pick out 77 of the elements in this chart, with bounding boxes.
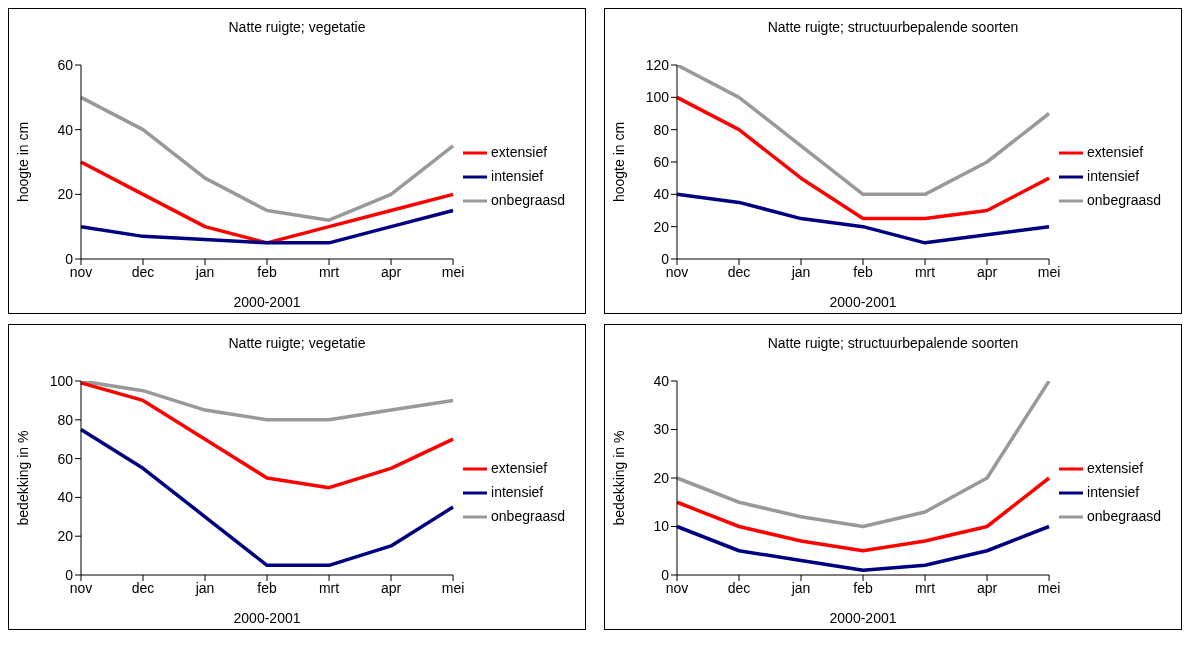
line-series bbox=[79, 427, 455, 568]
y-tick-label: 20 bbox=[57, 186, 74, 203]
x-tick-label: mei bbox=[441, 579, 465, 596]
x-tick-label: dec bbox=[727, 579, 751, 596]
x-axis-title: 2000-2001 bbox=[233, 610, 301, 626]
x-tick-label: apr bbox=[380, 263, 402, 280]
legend-label: extensief bbox=[491, 459, 548, 476]
y-tick-label: 40 bbox=[57, 489, 74, 506]
y-tick-label: 60 bbox=[57, 56, 74, 73]
chart-title: Natte ruigte; structuurbepalende soorten bbox=[766, 335, 1020, 353]
x-tick-label: mei bbox=[1037, 579, 1061, 596]
line-series bbox=[675, 95, 1051, 221]
y-tick-label: 20 bbox=[57, 528, 74, 545]
y-axis-title: hoogte in cm bbox=[14, 121, 31, 203]
x-tick-label: jan bbox=[790, 579, 811, 596]
x-tick-label: jan bbox=[194, 263, 215, 280]
x-tick-label: dec bbox=[131, 579, 155, 596]
legend-label: intensief bbox=[1087, 483, 1140, 500]
x-axis-title: 2000-2001 bbox=[829, 610, 897, 626]
legend-label: onbegraasd bbox=[491, 191, 565, 208]
x-tick-label: mrt bbox=[318, 579, 340, 596]
y-tick-label: 80 bbox=[653, 121, 670, 138]
legend-label: intensief bbox=[1087, 167, 1140, 184]
y-tick-label: 100 bbox=[49, 372, 74, 389]
x-tick-label: feb bbox=[853, 579, 873, 596]
legend-label: onbegraasd bbox=[1087, 507, 1161, 524]
x-axis-title: 2000-2001 bbox=[829, 294, 897, 310]
line-series bbox=[675, 192, 1051, 245]
x-tick-label: mrt bbox=[914, 579, 936, 596]
y-tick-label: 60 bbox=[653, 153, 670, 170]
y-tick-label: 40 bbox=[653, 372, 670, 389]
x-tick-label: feb bbox=[853, 263, 873, 280]
y-tick-label: 80 bbox=[57, 411, 74, 428]
x-tick-label: jan bbox=[790, 263, 811, 280]
x-tick-label: mrt bbox=[914, 263, 936, 280]
line-series bbox=[675, 65, 1051, 197]
y-tick-label: 20 bbox=[653, 218, 670, 235]
x-tick-label: dec bbox=[131, 263, 155, 280]
chart-title: Natte ruigte; structuurbepalende soorten bbox=[766, 19, 1020, 37]
x-tick-label: jan bbox=[194, 579, 215, 596]
x-tick-label: mei bbox=[1037, 263, 1061, 280]
y-tick-label: 40 bbox=[653, 186, 670, 203]
legend-label: intensief bbox=[491, 483, 544, 500]
legend-label: onbegraasd bbox=[491, 507, 565, 524]
chart-title: Natte ruigte; vegetatie bbox=[227, 19, 367, 37]
x-axis-title: 2000-2001 bbox=[233, 294, 301, 310]
legend-label: extensief bbox=[1087, 459, 1144, 476]
legend-label: extensief bbox=[1087, 143, 1144, 160]
legend-label: onbegraasd bbox=[1087, 191, 1161, 208]
x-tick-label: feb bbox=[257, 579, 277, 596]
line-series bbox=[675, 381, 1051, 529]
x-tick-label: mrt bbox=[318, 263, 340, 280]
y-axis-title: bedekking in % bbox=[14, 430, 31, 526]
y-tick-label: 120 bbox=[645, 56, 670, 73]
line-series bbox=[79, 95, 455, 222]
y-tick-label: 100 bbox=[645, 89, 670, 106]
y-tick-label: 20 bbox=[653, 469, 670, 486]
x-tick-label: apr bbox=[380, 579, 402, 596]
x-tick-label: dec bbox=[727, 263, 751, 280]
line-series bbox=[79, 381, 455, 422]
line-series bbox=[675, 476, 1051, 553]
chart-title: Natte ruigte; vegetatie bbox=[227, 335, 367, 353]
y-tick-label: 60 bbox=[57, 450, 74, 467]
y-tick-label: 40 bbox=[57, 121, 74, 138]
line-series bbox=[79, 208, 455, 245]
line-series bbox=[79, 381, 455, 490]
x-tick-label: apr bbox=[976, 263, 998, 280]
line-series bbox=[675, 524, 1051, 572]
y-tick-label: 30 bbox=[653, 421, 670, 438]
legend-label: intensief bbox=[491, 167, 544, 184]
x-tick-label: apr bbox=[976, 579, 998, 596]
y-axis-title: hoogte in cm bbox=[610, 121, 627, 203]
y-axis-title: bedekking in % bbox=[610, 430, 627, 526]
y-tick-label: 10 bbox=[653, 518, 670, 535]
legend-label: extensief bbox=[491, 143, 548, 160]
x-tick-label: mei bbox=[441, 263, 465, 280]
x-tick-label: feb bbox=[257, 263, 277, 280]
